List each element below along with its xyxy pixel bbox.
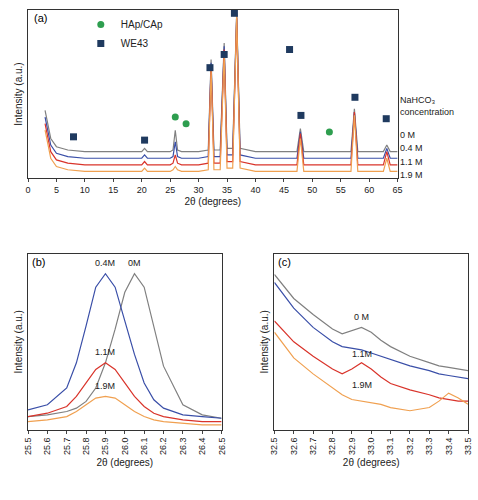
svg-text:(c): (c) (278, 256, 291, 268)
svg-text:32.5: 32.5 (269, 438, 279, 456)
svg-text:30: 30 (194, 185, 204, 195)
svg-text:26.1: 26.1 (139, 438, 149, 456)
svg-text:33.3: 33.3 (424, 438, 434, 456)
svg-text:33.0: 33.0 (366, 438, 376, 456)
svg-text:25.6: 25.6 (42, 438, 52, 456)
svg-text:2θ (degrees): 2θ (degrees) (184, 196, 241, 207)
svg-text:26.2: 26.2 (158, 438, 168, 456)
svg-text:32.8: 32.8 (327, 438, 337, 456)
svg-text:Intensity (a.u.): Intensity (a.u.) (13, 310, 24, 373)
svg-text:25.5: 25.5 (23, 438, 33, 456)
svg-text:33.4: 33.4 (444, 438, 454, 456)
svg-text:32.9: 32.9 (347, 438, 357, 456)
svg-text:55: 55 (336, 185, 346, 195)
svg-text:0 M: 0 M (400, 130, 415, 140)
svg-text:60: 60 (364, 185, 374, 195)
svg-text:50: 50 (307, 185, 317, 195)
svg-text:25.7: 25.7 (62, 438, 72, 456)
svg-text:1.9 M: 1.9 M (400, 170, 423, 180)
svg-text:15: 15 (108, 185, 118, 195)
svg-text:0 M: 0 M (354, 312, 369, 322)
svg-text:NaHCO₃concentration: NaHCO₃concentration (400, 95, 454, 117)
svg-text:1.1 M: 1.1 M (400, 157, 423, 167)
svg-text:26.3: 26.3 (178, 438, 188, 456)
svg-text:35: 35 (222, 185, 232, 195)
svg-text:0M: 0M (128, 258, 141, 268)
svg-text:HAp/CAp: HAp/CAp (121, 19, 163, 30)
svg-text:0.4M: 0.4M (95, 258, 115, 268)
svg-text:10: 10 (80, 185, 90, 195)
svg-text:2θ (degrees): 2θ (degrees) (343, 457, 400, 468)
svg-text:1.9M: 1.9M (352, 380, 372, 390)
svg-text:25: 25 (165, 185, 175, 195)
svg-text:2θ (degrees): 2θ (degrees) (96, 457, 153, 468)
svg-text:33.5: 33.5 (463, 438, 473, 456)
svg-text:WE43: WE43 (121, 38, 149, 49)
svg-text:Intensity (a.u.): Intensity (a.u.) (259, 310, 270, 373)
svg-text:65: 65 (393, 185, 403, 195)
svg-text:33.1: 33.1 (385, 438, 395, 456)
svg-text:40: 40 (250, 185, 260, 195)
svg-text:1.1M: 1.1M (352, 349, 372, 359)
svg-text:26.0: 26.0 (120, 438, 130, 456)
svg-text:(b): (b) (32, 256, 45, 268)
svg-text:1.1M: 1.1M (95, 347, 115, 357)
svg-text:32.6: 32.6 (289, 438, 299, 456)
svg-text:20: 20 (137, 185, 147, 195)
svg-text:32.7: 32.7 (308, 438, 318, 456)
svg-text:0.4 M: 0.4 M (400, 143, 423, 153)
svg-text:25.8: 25.8 (81, 438, 91, 456)
svg-text:45: 45 (279, 185, 289, 195)
svg-text:26.5: 26.5 (217, 438, 227, 456)
svg-text:25.9: 25.9 (100, 438, 110, 456)
svg-text:Intensity (a.u.): Intensity (a.u.) (13, 62, 24, 125)
svg-text:5: 5 (54, 185, 59, 195)
svg-text:26.4: 26.4 (197, 438, 207, 456)
svg-text:(a): (a) (34, 12, 47, 24)
svg-text:33.2: 33.2 (405, 438, 415, 456)
svg-text:1.9M: 1.9M (95, 381, 115, 391)
svg-text:0: 0 (25, 185, 30, 195)
